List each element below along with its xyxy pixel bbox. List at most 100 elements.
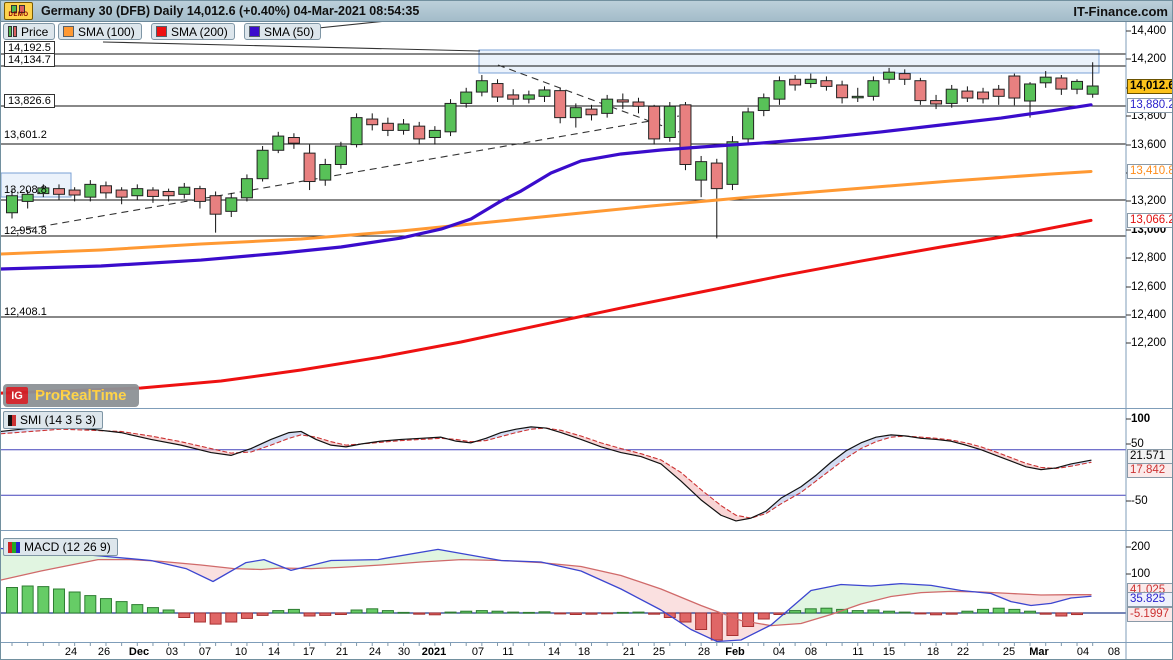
smi-signal-line[interactable] xyxy=(1,427,1092,519)
candle-up[interactable] xyxy=(272,135,285,151)
macd-histogram[interactable] xyxy=(6,585,1084,641)
price-tick-label: 13,600 xyxy=(1131,139,1167,151)
macd-hist-bar-down xyxy=(585,612,598,615)
sma-50-line[interactable] xyxy=(1,103,1093,271)
macd-hist-bar-up xyxy=(6,587,18,614)
candle-up[interactable] xyxy=(131,188,144,197)
candle-up[interactable] xyxy=(319,163,332,181)
candle-down[interactable] xyxy=(554,90,567,119)
legend-chip-sma100[interactable]: SMA (100) xyxy=(58,23,142,40)
candle-up[interactable] xyxy=(726,141,739,185)
macd-line[interactable] xyxy=(1,547,1092,643)
candle-up[interactable] xyxy=(1086,85,1099,95)
resistance-zone[interactable] xyxy=(478,49,1100,74)
candle-up[interactable] xyxy=(804,78,817,85)
candle-down[interactable] xyxy=(789,78,802,86)
candle-down[interactable] xyxy=(710,162,723,190)
candle-down[interactable] xyxy=(898,73,911,80)
candle-up[interactable] xyxy=(256,149,269,180)
candle-up[interactable] xyxy=(663,105,676,139)
candle-up[interactable] xyxy=(522,94,535,100)
candle-up[interactable] xyxy=(6,195,18,214)
candle-up[interactable] xyxy=(742,111,755,140)
candle-down[interactable] xyxy=(507,94,520,100)
candle-down[interactable] xyxy=(162,190,175,197)
candle-down[interactable] xyxy=(287,137,300,144)
legend-chip-sma50[interactable]: SMA (50) xyxy=(244,23,322,40)
candle-down[interactable] xyxy=(977,91,990,100)
candle-down[interactable] xyxy=(585,108,598,116)
candle-down[interactable] xyxy=(366,118,379,126)
candle-up[interactable] xyxy=(225,197,238,212)
candle-down[interactable] xyxy=(491,83,504,98)
candle-up[interactable] xyxy=(851,95,864,99)
candle-up[interactable] xyxy=(334,145,347,165)
macd-signal-line[interactable] xyxy=(1,558,1092,627)
candle-up[interactable] xyxy=(569,107,582,119)
candle-up[interactable] xyxy=(883,71,896,80)
candle-down[interactable] xyxy=(303,152,316,183)
candle-down[interactable] xyxy=(616,99,629,103)
candle-up[interactable] xyxy=(475,80,488,93)
candle-down[interactable] xyxy=(648,105,661,140)
candle-down[interactable] xyxy=(381,122,394,131)
candle-down[interactable] xyxy=(930,100,943,105)
candle-up[interactable] xyxy=(21,193,34,202)
candle-down[interactable] xyxy=(914,80,927,102)
annotation-line[interactable] xyxy=(102,41,481,52)
candle-up[interactable] xyxy=(240,178,253,199)
candle-down[interactable] xyxy=(52,188,65,195)
candle-up[interactable] xyxy=(695,161,708,181)
candle-down[interactable] xyxy=(115,189,128,198)
candle-down[interactable] xyxy=(820,80,833,87)
candle-down[interactable] xyxy=(632,101,645,107)
candle-up[interactable] xyxy=(428,129,441,139)
smi-pane-label[interactable]: SMI (14 3 5 3) xyxy=(3,411,104,429)
legend-chip-price[interactable]: Price xyxy=(3,23,56,40)
candle-up[interactable] xyxy=(444,102,457,133)
macd-pane-label[interactable]: MACD (12 26 9) xyxy=(3,538,118,556)
pane-separator[interactable] xyxy=(1,408,1172,409)
candle-up[interactable] xyxy=(757,97,770,112)
candle-up[interactable] xyxy=(350,117,363,146)
candle-up[interactable] xyxy=(538,89,551,97)
candle-down[interactable] xyxy=(679,104,692,165)
x-axis-label: Dec xyxy=(128,646,150,658)
trendline-dashed[interactable] xyxy=(14,115,680,232)
candle-down[interactable] xyxy=(1008,75,1021,99)
candle-down[interactable] xyxy=(992,88,1005,97)
candle-down[interactable] xyxy=(68,189,81,196)
sma-200-line[interactable] xyxy=(1,218,1093,395)
macd-hist-bar-up xyxy=(350,609,363,614)
candle-down[interactable] xyxy=(413,125,426,140)
candle-up[interactable] xyxy=(601,98,614,114)
sma-100-line[interactable] xyxy=(1,169,1093,256)
candle-down[interactable] xyxy=(146,189,159,197)
x-axis-label: 18 xyxy=(577,646,591,658)
candle-up[interactable] xyxy=(84,183,97,198)
candle-up[interactable] xyxy=(397,123,410,131)
candle-up[interactable] xyxy=(178,186,191,195)
pane-separator[interactable] xyxy=(1,530,1172,531)
legend-chip-sma200[interactable]: SMA (200) xyxy=(151,23,235,40)
candle-up[interactable] xyxy=(867,80,880,97)
candle-down[interactable] xyxy=(836,84,849,99)
price-tick-label: 12,400 xyxy=(1131,309,1167,321)
candle-up[interactable] xyxy=(1071,80,1084,90)
candle-up[interactable] xyxy=(37,187,50,195)
x-axis-label: 2021 xyxy=(421,646,447,658)
candle-down[interactable] xyxy=(1055,77,1068,90)
candle-up[interactable] xyxy=(773,80,786,100)
macd-hist-bar-up xyxy=(867,609,880,614)
candle-down[interactable] xyxy=(99,185,112,194)
smi-line[interactable] xyxy=(1,426,1092,522)
candle-up[interactable] xyxy=(945,88,958,104)
candle-up[interactable] xyxy=(1024,83,1037,102)
candle-up[interactable] xyxy=(460,91,473,104)
candle-down[interactable] xyxy=(193,188,206,202)
candlestick-series[interactable] xyxy=(6,62,1099,239)
candle-up[interactable] xyxy=(1039,76,1052,84)
candle-down[interactable] xyxy=(209,195,222,215)
candle-down[interactable] xyxy=(961,90,974,99)
